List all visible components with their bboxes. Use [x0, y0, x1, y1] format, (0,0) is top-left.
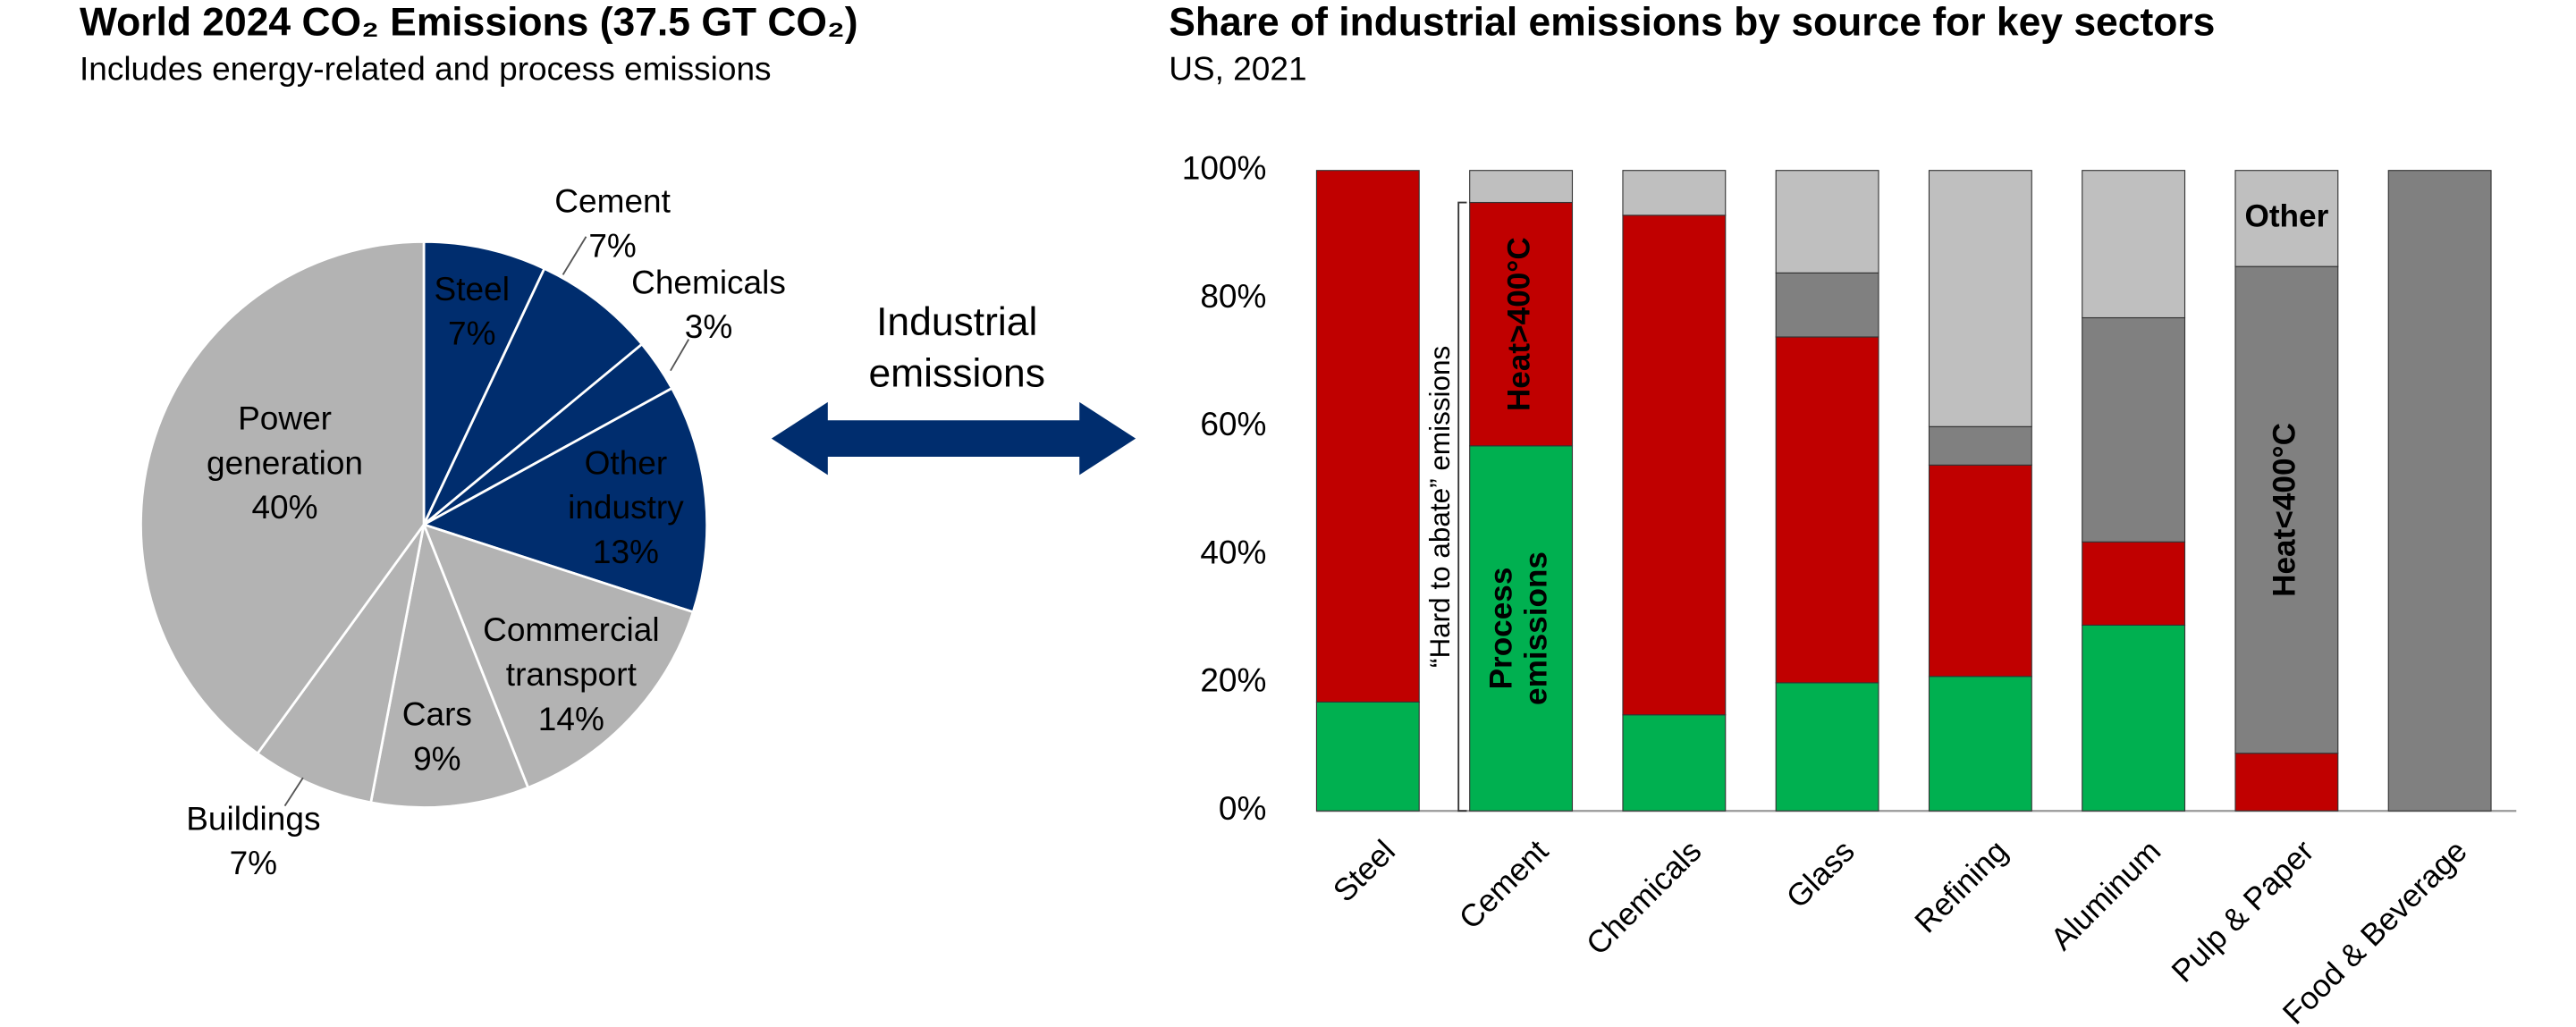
series-label: Processemissions: [1484, 551, 1554, 705]
chart-subtitle: Includes energy-related and process emis…: [80, 49, 772, 87]
bar-segment: [2082, 316, 2186, 543]
bar-segment: [1775, 272, 1879, 338]
y-tick-label: 100%: [1182, 148, 1267, 186]
slice-label: Chemicals: [631, 263, 786, 300]
bar-segment: [2082, 170, 2186, 319]
bar-segment: [2234, 170, 2339, 267]
bar-segment: [1775, 336, 1879, 684]
slice-value-label: 9%: [413, 739, 461, 777]
bar-segment: [2387, 170, 2492, 812]
bar-segment: [2234, 753, 2339, 812]
bar-segment: [1469, 445, 1574, 812]
chart-title: World 2024 CO₂ Emissions (37.5 GT CO₂): [80, 1, 858, 45]
slice-value-label: 13%: [593, 533, 659, 570]
x-tick-label: Pulp & Paper: [2165, 833, 2320, 989]
slice-label: Cars: [402, 694, 472, 732]
slice-label: Steel: [435, 270, 510, 307]
bar-segment: [1315, 701, 1420, 812]
slice-label: Power generation: [207, 399, 363, 481]
bar-segment: [1469, 201, 1574, 447]
pie-slice: [369, 519, 530, 809]
series-label: Other: [2244, 199, 2328, 234]
series-label: Heat<400°C: [2268, 423, 2302, 597]
y-tick-label: 0%: [1219, 789, 1267, 827]
slice-value-label: 7%: [230, 844, 278, 881]
bar-segment: [1775, 170, 1879, 274]
bar-segment: [1469, 170, 1574, 204]
y-tick-label: 60%: [1200, 405, 1266, 442]
leader-line: [283, 777, 304, 807]
pie-slice: [421, 522, 695, 790]
bar-segment: [1928, 425, 2032, 466]
bar-segment: [1622, 215, 1727, 716]
y-tick-label: 20%: [1200, 661, 1266, 699]
y-tick-label: 80%: [1200, 277, 1266, 315]
bar-segment: [1775, 682, 1879, 812]
bar-segment: [1928, 464, 2032, 678]
pie-slice: [422, 266, 644, 526]
slice-value-label: 7%: [588, 226, 637, 264]
x-tick-label: Chemicals: [1580, 834, 1709, 963]
bracket: [1457, 201, 1467, 812]
pie-slice: [422, 240, 546, 526]
slice-label: Commercial transport: [483, 610, 659, 693]
double-arrow: [771, 401, 1136, 476]
slice-value-label: 7%: [448, 315, 496, 352]
series-label: Heat>400°C: [1501, 237, 1536, 411]
x-tick-label: Cement: [1453, 833, 1556, 936]
pie-slice: [420, 386, 709, 614]
leader-line: [562, 236, 587, 275]
slice-value-label: 3%: [685, 307, 733, 345]
slice-value-label: 40%: [251, 488, 317, 526]
slice-value-label: 14%: [538, 700, 604, 737]
leader-line: [670, 339, 690, 372]
x-tick-label: Refining: [1908, 834, 2014, 940]
bar-segment: [1622, 714, 1727, 812]
annotation: Industrial emissions: [868, 300, 1045, 395]
bar-segment: [2082, 624, 2186, 812]
chart-title: Share of industrial emissions by source …: [1169, 1, 2215, 45]
bar-segment: [1928, 170, 2032, 427]
bar-segment: [1622, 170, 1727, 216]
slice-label: Buildings: [186, 799, 320, 837]
chart-subtitle: US, 2021: [1169, 49, 1306, 87]
bar-segment: [2234, 265, 2339, 754]
x-tick-label: Glass: [1780, 834, 1862, 915]
slice-label: Cement: [554, 182, 671, 220]
annotation: “Hard to abate” emissions: [1424, 346, 1456, 668]
pie-slice: [256, 524, 426, 804]
x-tick-label: Aluminum: [2044, 834, 2167, 957]
x-tick-label: Steel: [1327, 834, 1402, 909]
bar-segment: [2082, 541, 2186, 626]
bar-segment: [1928, 676, 2032, 812]
pie-slice: [139, 240, 426, 755]
y-tick-label: 40%: [1200, 533, 1266, 570]
slice-label: Other industry: [568, 443, 684, 526]
bar-segment: [1315, 170, 1420, 703]
